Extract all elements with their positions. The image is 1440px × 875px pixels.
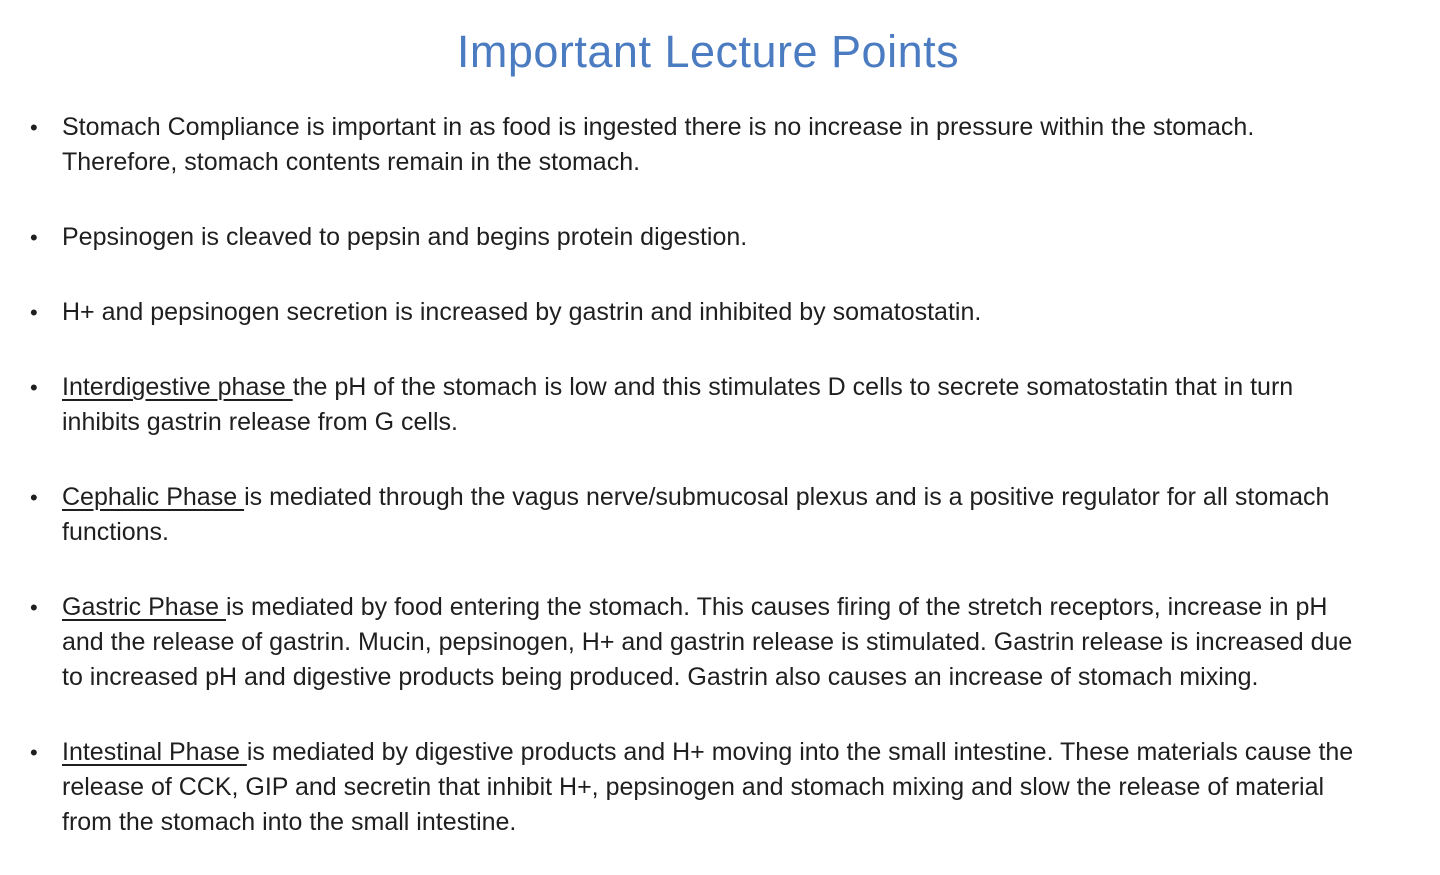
- bullet-text: H+ and pepsinogen secretion is increased…: [62, 298, 982, 326]
- bullet-lead: Interdigestive phase: [62, 373, 293, 401]
- bullet-list: • Stomach Compliance is important in as f…: [28, 110, 1400, 840]
- bullet-lead: Cephalic Phase: [62, 483, 245, 511]
- bullet-lead: Gastric Phase: [62, 593, 226, 621]
- bullet-item: • Pepsinogen is cleaved to pepsin and beg…: [28, 220, 1373, 255]
- bullet-text: Stomach Compliance is important in as fo…: [62, 113, 1261, 176]
- slide-title: Important Lecture Points: [456, 26, 960, 77]
- bullet-marker-icon: •: [30, 300, 38, 325]
- bullet-item: • H+ and pepsinogen secretion is increase…: [28, 295, 1373, 330]
- bullet-text: is mediated by food entering the stomach…: [62, 593, 1360, 691]
- bullet-item: • Cephalic Phase is mediated through the …: [28, 480, 1373, 550]
- bullet-marker-icon: •: [30, 375, 38, 400]
- bullet-marker-icon: •: [30, 595, 38, 620]
- bullet-marker-icon: •: [30, 115, 38, 140]
- bullet-text: the pH of the stomach is low and this st…: [62, 373, 1301, 436]
- bullet-item: • Intestinal Phase is mediated by digesti…: [28, 735, 1373, 840]
- bullet-item: • Interdigestive phase the pH of the stom…: [28, 370, 1373, 440]
- bullet-text: Pepsinogen is cleaved to pepsin and begi…: [62, 223, 748, 251]
- bullet-marker-icon: •: [30, 485, 38, 510]
- bullet-item: • Gastric Phase is mediated by food enter…: [28, 590, 1373, 695]
- bullet-text: is mediated by digestive products and H+…: [62, 738, 1361, 836]
- bullet-marker-icon: •: [30, 225, 38, 250]
- bullet-marker-icon: •: [30, 740, 38, 765]
- bullet-lead: Intestinal Phase: [62, 738, 247, 766]
- bullet-text: is mediated through the vagus nerve/subm…: [62, 483, 1337, 546]
- bullet-item: • Stomach Compliance is important in as f…: [28, 110, 1373, 180]
